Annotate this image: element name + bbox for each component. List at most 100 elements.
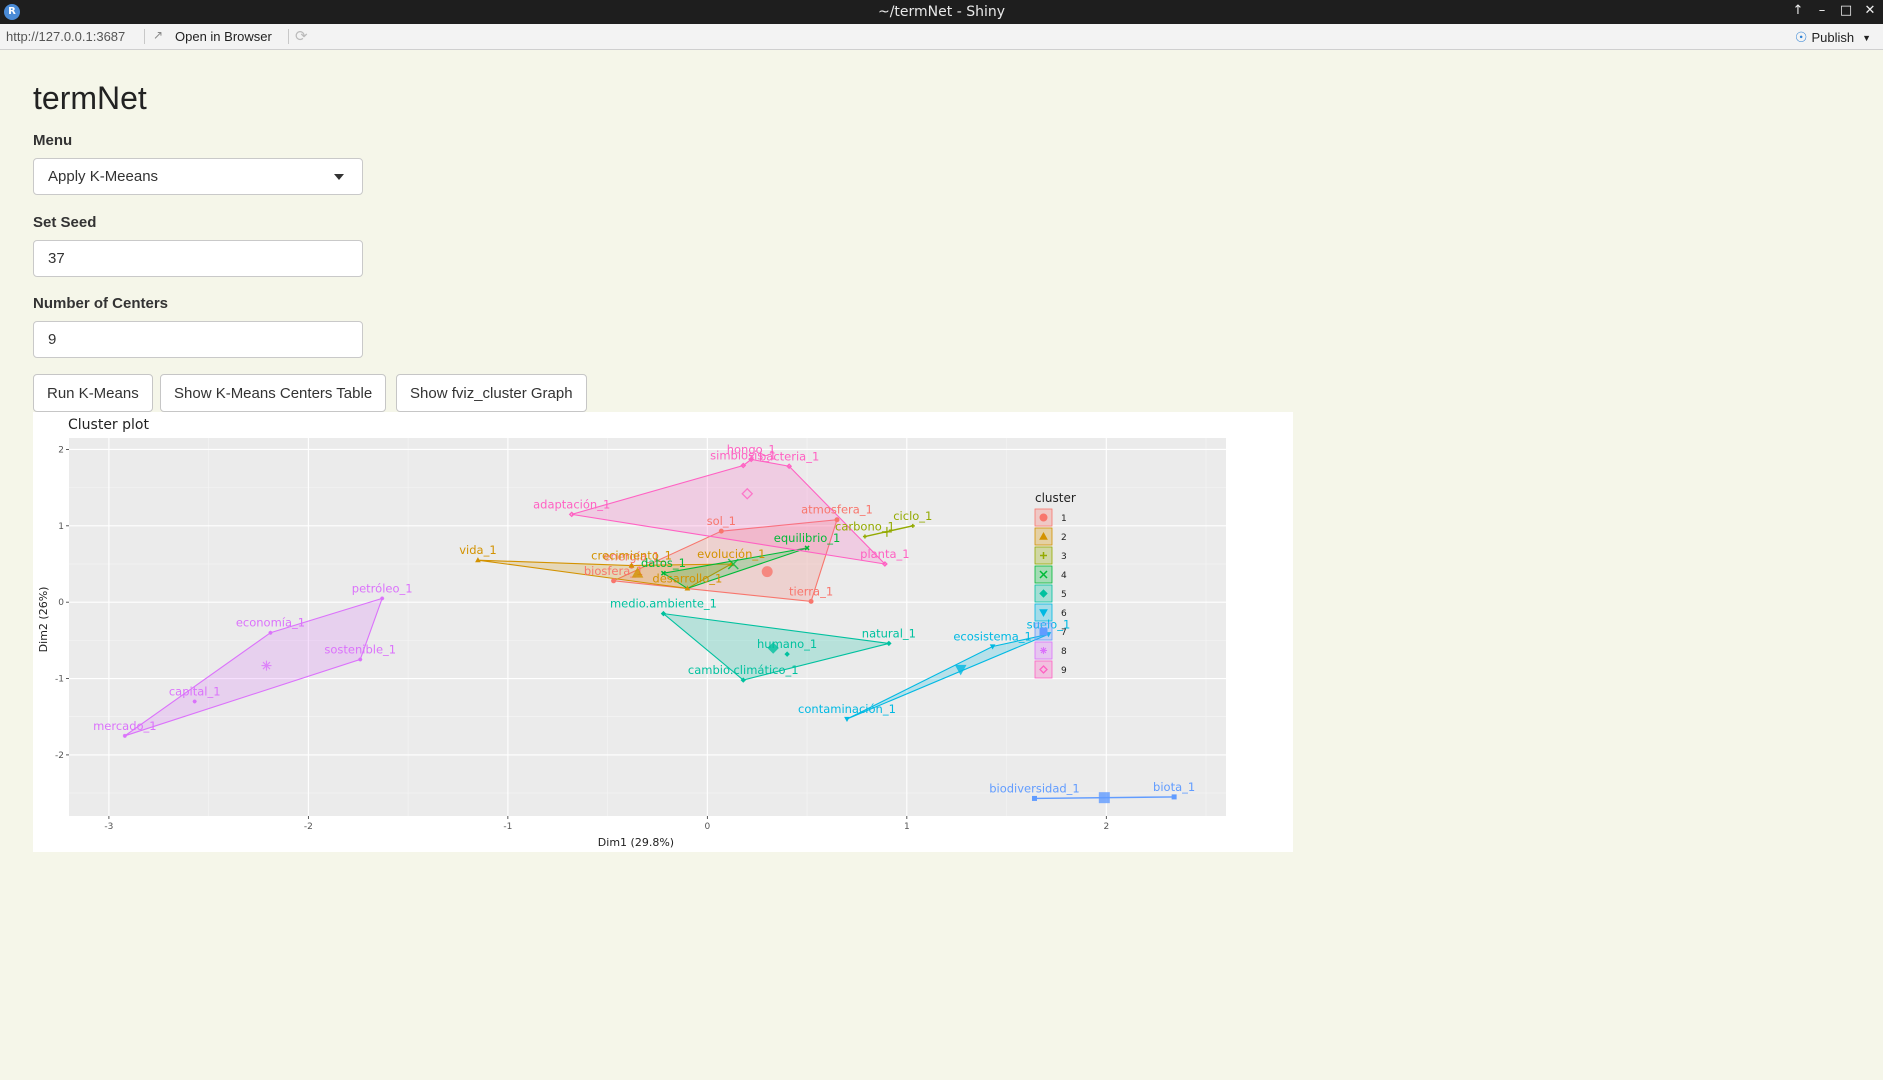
show-fviz-graph-button[interactable]: Show fviz_cluster Graph	[396, 374, 587, 412]
plot-title: Cluster plot	[68, 417, 149, 433]
data-point	[660, 570, 666, 576]
data-point	[786, 463, 793, 470]
chevron-down-icon: ▼	[1862, 32, 1871, 43]
cluster-hull-4	[661, 547, 808, 590]
centroid-marker	[261, 660, 272, 671]
open-in-browser-button[interactable]: Open in Browser	[175, 29, 272, 44]
url-display[interactable]: http://127.0.0.1:3687	[6, 29, 126, 44]
data-point	[611, 578, 617, 584]
x-tick-label: -3	[104, 822, 113, 832]
point-label: biodiversidad_1	[989, 781, 1080, 795]
publish-button[interactable]: ☉ Publish ▼	[1795, 29, 1871, 46]
external-link-icon[interactable]: ↗	[153, 28, 164, 42]
point-label: tierra_1	[789, 584, 833, 598]
centers-label: Number of Centers	[33, 295, 169, 312]
menu-label: Menu	[33, 132, 73, 149]
cluster-centroid-7	[1098, 792, 1110, 804]
x-axis-title: Dim1 (29.8%)	[598, 836, 674, 849]
centroid-marker	[761, 566, 773, 578]
run-kmeans-button[interactable]: Run K-Means	[33, 374, 153, 412]
cluster-hull-6	[846, 633, 1049, 720]
legend-key-marker	[1039, 513, 1048, 522]
shiny-app: termNet Menu Apply K-Meeans Set Seed Num…	[0, 50, 1883, 1080]
cluster-hull-3	[864, 525, 913, 538]
data-point	[192, 699, 197, 704]
data-point	[475, 557, 481, 563]
centroid-marker	[954, 664, 967, 676]
point-label: natural_1	[862, 626, 916, 640]
menu-select[interactable]: Apply K-Meeans	[33, 158, 363, 195]
point-label: contaminación_1	[798, 702, 896, 716]
data-point	[358, 657, 363, 662]
data-point	[748, 456, 755, 463]
legend-label: 5	[1061, 590, 1067, 600]
data-point	[568, 511, 575, 518]
centroid-marker	[1098, 792, 1110, 804]
legend-label: 7	[1061, 628, 1067, 638]
legend-key-marker	[1039, 531, 1048, 540]
point-label: mercado_1	[93, 719, 157, 733]
seed-label: Set Seed	[33, 214, 97, 231]
viewer-toolbar: http://127.0.0.1:3687 ↗ Open in Browser …	[0, 24, 1883, 50]
data-point	[740, 462, 747, 469]
centers-input[interactable]	[33, 321, 363, 358]
point-label: equilibrio_1	[774, 531, 841, 545]
data-point	[881, 561, 888, 567]
point-label: economía_1	[236, 616, 305, 630]
point-label: bacteria_1	[759, 449, 819, 463]
legend-key	[1034, 660, 1053, 679]
close-icon[interactable]: ✕	[1864, 3, 1876, 18]
up-arrow-icon[interactable]: ↑	[1792, 3, 1804, 18]
data-point	[718, 528, 724, 534]
x-tick-label: 2	[1103, 822, 1109, 832]
point-label: hongo_1	[727, 442, 776, 456]
point-label: crecimiento_1	[591, 549, 672, 563]
cluster-plot-svg: Cluster plot -3 -2 -1 0 1 2 -2 -1 0 1 2 Dim1 (29.8%)…	[37, 417, 1226, 849]
legend-key-marker	[1039, 609, 1048, 618]
y-axis-title: Dim2 (26%)	[37, 587, 50, 653]
cluster-centroid-2	[631, 567, 644, 578]
point-label: atmosfera_1	[801, 503, 873, 517]
legend-key-marker	[1040, 647, 1047, 654]
x-tick-label: -2	[304, 822, 313, 832]
data-point	[886, 640, 892, 647]
legend-key-marker	[1039, 570, 1048, 579]
show-centers-table-button[interactable]: Show K-Means Centers Table	[160, 374, 387, 412]
x-tick-label: -1	[503, 822, 512, 832]
point-label: carbono_1	[835, 520, 895, 534]
point-label: ecosistema_1	[953, 629, 1032, 643]
data-point	[784, 651, 790, 657]
point-label: ciclo_1	[893, 509, 932, 523]
data-point	[910, 523, 915, 528]
legend-key-marker	[1039, 589, 1048, 598]
centroid-marker	[881, 526, 892, 537]
seed-input[interactable]	[33, 240, 363, 277]
maximize-icon[interactable]: □	[1839, 3, 1853, 18]
point-label: desarrollo_1	[652, 571, 722, 585]
publish-icon: ☉	[1794, 29, 1808, 45]
data-point	[1171, 794, 1177, 800]
data-point	[804, 545, 810, 551]
toolbar-divider	[144, 29, 145, 44]
centroid-marker	[767, 642, 779, 654]
window-title: ~/termNet - Shiny	[877, 4, 1006, 20]
page-title: termNet	[33, 80, 147, 116]
refresh-icon[interactable]: ⟳	[295, 28, 308, 45]
cluster-plot: Cluster plot -3 -2 -1 0 1 2 -2 -1 0 1 2 Dim1 (29.8%)…	[33, 412, 1293, 852]
data-point	[1031, 795, 1037, 801]
data-point	[684, 585, 691, 591]
cluster-centroid-9	[741, 487, 754, 500]
minimize-icon[interactable]: –	[1818, 3, 1826, 18]
legend-label: 3	[1061, 552, 1067, 562]
point-label: sostenible_1	[324, 642, 396, 656]
data-point	[808, 598, 814, 604]
legend-label: 8	[1061, 647, 1067, 657]
rstudio-app-icon: R	[4, 4, 20, 20]
cluster-centroid-3	[881, 526, 892, 537]
legend-title: cluster	[1035, 491, 1076, 505]
legend-label: 6	[1061, 609, 1067, 619]
cluster-centroid-6	[954, 664, 967, 676]
y-tick-label: -2	[55, 751, 64, 761]
data-point	[834, 517, 840, 523]
point-label: petróleo_1	[352, 581, 413, 595]
